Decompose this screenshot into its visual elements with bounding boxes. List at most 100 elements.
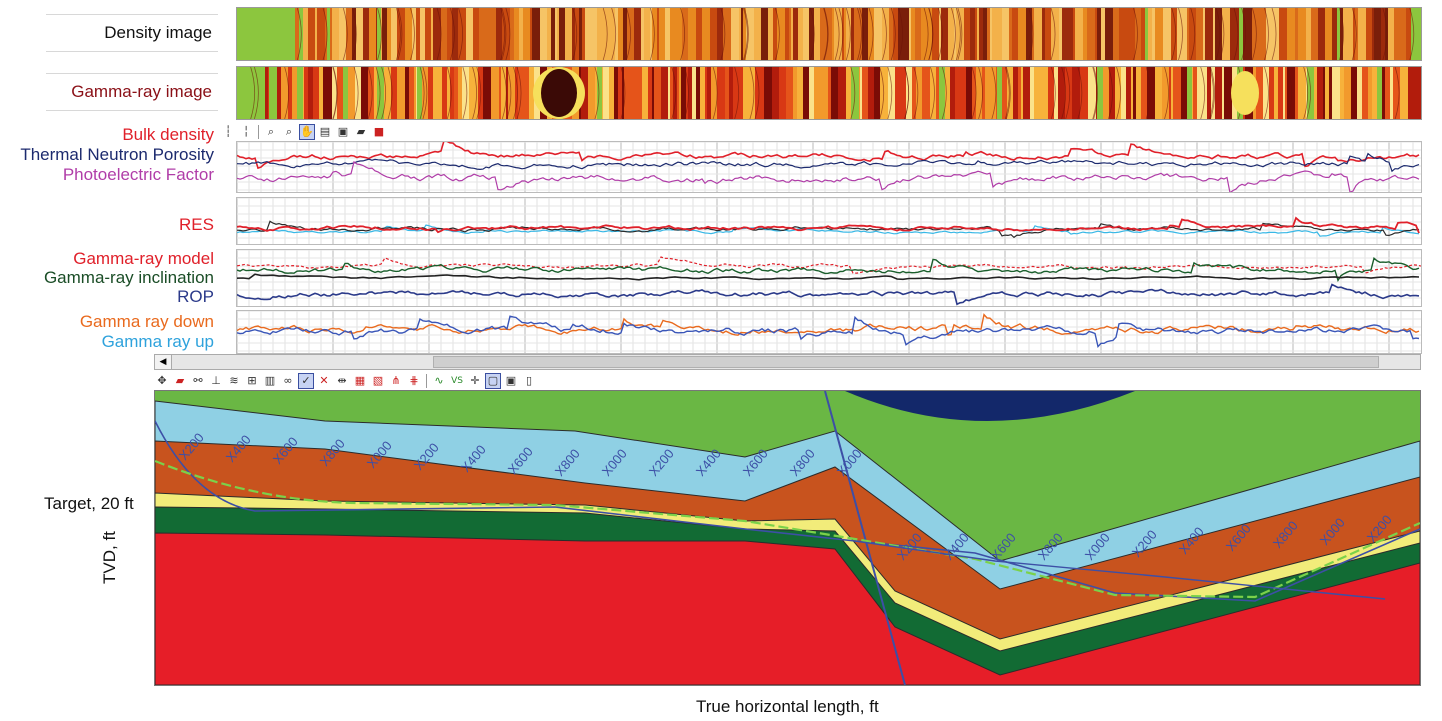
image-stripe <box>717 67 725 119</box>
image-sine-trace <box>882 8 887 60</box>
image-sine-trace <box>611 8 617 60</box>
image-stripe <box>772 67 775 119</box>
split-icon[interactable]: ⇹ <box>337 374 347 387</box>
zoom-out-icon[interactable]: ⌕ <box>285 125 293 138</box>
image-stripe <box>768 8 773 60</box>
logs4-labels: Gamma ray down Gamma ray up <box>0 312 220 352</box>
toolbar-separator <box>258 125 259 139</box>
image-sine-trace <box>823 8 829 60</box>
check-icon[interactable]: ✓ <box>298 373 314 389</box>
image-stripe <box>922 67 927 119</box>
image-stripe <box>301 8 308 60</box>
image-sine-trace <box>367 67 373 119</box>
scroll-thumb[interactable] <box>433 356 1379 368</box>
image-sine-trace <box>743 8 748 60</box>
image-stripe <box>874 8 882 60</box>
horizontal-scrollbar[interactable]: ◀ <box>154 354 1421 370</box>
table-icon[interactable]: ▥ <box>264 374 276 387</box>
image-stripe <box>1072 67 1080 119</box>
image-stripe <box>414 67 416 119</box>
select-icon[interactable]: ▢ <box>485 373 501 389</box>
image-sine-trace <box>1004 67 1010 119</box>
target-line <box>155 459 1420 599</box>
image-stripe <box>1141 67 1147 119</box>
zoom-in-depth-icon[interactable]: ┆ <box>224 125 232 138</box>
branch-icon[interactable]: ⋕ <box>409 374 419 387</box>
zoom-in-icon[interactable]: ⌕ <box>267 125 275 138</box>
image-stripe <box>1393 67 1400 119</box>
image-stripe <box>332 8 339 60</box>
chart-icon[interactable]: ▦ <box>354 374 366 387</box>
image-stripe <box>761 8 768 60</box>
image-stripe <box>1381 8 1385 60</box>
move-icon[interactable]: ✥ <box>157 374 167 387</box>
image-stripe <box>1054 67 1058 119</box>
neutron-porosity-label: Thermal Neutron Porosity <box>20 145 214 164</box>
flag-icon[interactable]: ▰ <box>175 374 185 387</box>
image-stripe <box>921 8 928 60</box>
image-sine-trace <box>937 8 943 60</box>
logs1-labels: Bulk density Thermal Neutron Porosity Ph… <box>0 124 220 190</box>
save-icon[interactable]: ▣ <box>505 374 517 387</box>
open-icon[interactable]: ▰ <box>356 125 366 138</box>
image-sine-trace <box>250 67 256 119</box>
logs2-track <box>236 197 1422 245</box>
image-stripe <box>882 8 889 60</box>
image-stripe <box>441 8 447 60</box>
color-icon[interactable]: ■ <box>373 125 385 138</box>
grid-icon[interactable]: ⊞ <box>247 374 257 387</box>
fork-icon[interactable]: ⋔ <box>391 374 401 387</box>
image-stripe <box>433 67 440 119</box>
image-sine-trace <box>684 67 689 119</box>
image-stripe <box>915 8 921 60</box>
image-stripe <box>1399 8 1406 60</box>
vs-icon[interactable]: VS <box>451 376 463 386</box>
x-axis-label: True horizontal length, ft <box>696 697 879 716</box>
image-stripe <box>1317 67 1323 119</box>
properties-icon[interactable]: ▤ <box>319 125 331 138</box>
page-icon[interactable]: ▯ <box>525 374 533 387</box>
image-stripe <box>532 8 540 60</box>
gr-inclination-label: Gamma-ray inclination <box>43 268 214 287</box>
image-stripe <box>447 8 452 60</box>
image-stripe <box>820 67 828 119</box>
image-stripe <box>1325 67 1329 119</box>
gamma-image-track <box>236 66 1422 120</box>
image-stripe <box>692 67 696 119</box>
scroll-left-arrow-icon[interactable]: ◀ <box>155 355 172 369</box>
image-stripe <box>976 67 982 119</box>
image-sine-trace <box>1339 8 1344 60</box>
link-icon[interactable]: ∞ <box>283 374 293 387</box>
image-stripe <box>391 8 397 60</box>
image-stripe <box>992 8 997 60</box>
image-stripe <box>317 8 325 60</box>
image-stripe <box>1021 67 1023 119</box>
binoculars-icon[interactable]: ⚯ <box>193 374 203 387</box>
image-sine-trace <box>1077 67 1083 119</box>
pan-icon[interactable]: ✋ <box>299 124 315 140</box>
image-stripe <box>1123 8 1129 60</box>
image-sine-trace <box>620 67 626 119</box>
gr-up-curve <box>237 315 1420 349</box>
image-stripe <box>1115 67 1121 119</box>
image-gap-band <box>269 67 277 119</box>
gr-true-curve <box>237 273 1420 281</box>
image-stripe <box>1171 67 1173 119</box>
image-stripe <box>972 67 976 119</box>
scale-icon[interactable]: ⊥ <box>211 374 221 387</box>
gamma-image-label-box: Gamma-ray image <box>46 73 218 111</box>
zoom-out-depth-icon[interactable]: ╎ <box>242 125 250 138</box>
chart2-icon[interactable]: ▧ <box>372 374 384 387</box>
curve-icon[interactable]: ∿ <box>434 374 444 387</box>
image-gap-band <box>1187 67 1192 119</box>
image-sine-trace <box>1210 67 1215 119</box>
layer-icon[interactable]: ≋ <box>229 374 239 387</box>
image-stripe <box>707 67 711 119</box>
image-stripe <box>710 8 717 60</box>
image-sine-trace <box>1178 8 1183 60</box>
image-stripe <box>433 8 441 60</box>
delete-icon[interactable]: ✕ <box>319 374 329 387</box>
save-icon[interactable]: ▣ <box>337 125 349 138</box>
image-sine-trace <box>1092 67 1098 119</box>
cross-icon[interactable]: ✛ <box>470 374 480 387</box>
